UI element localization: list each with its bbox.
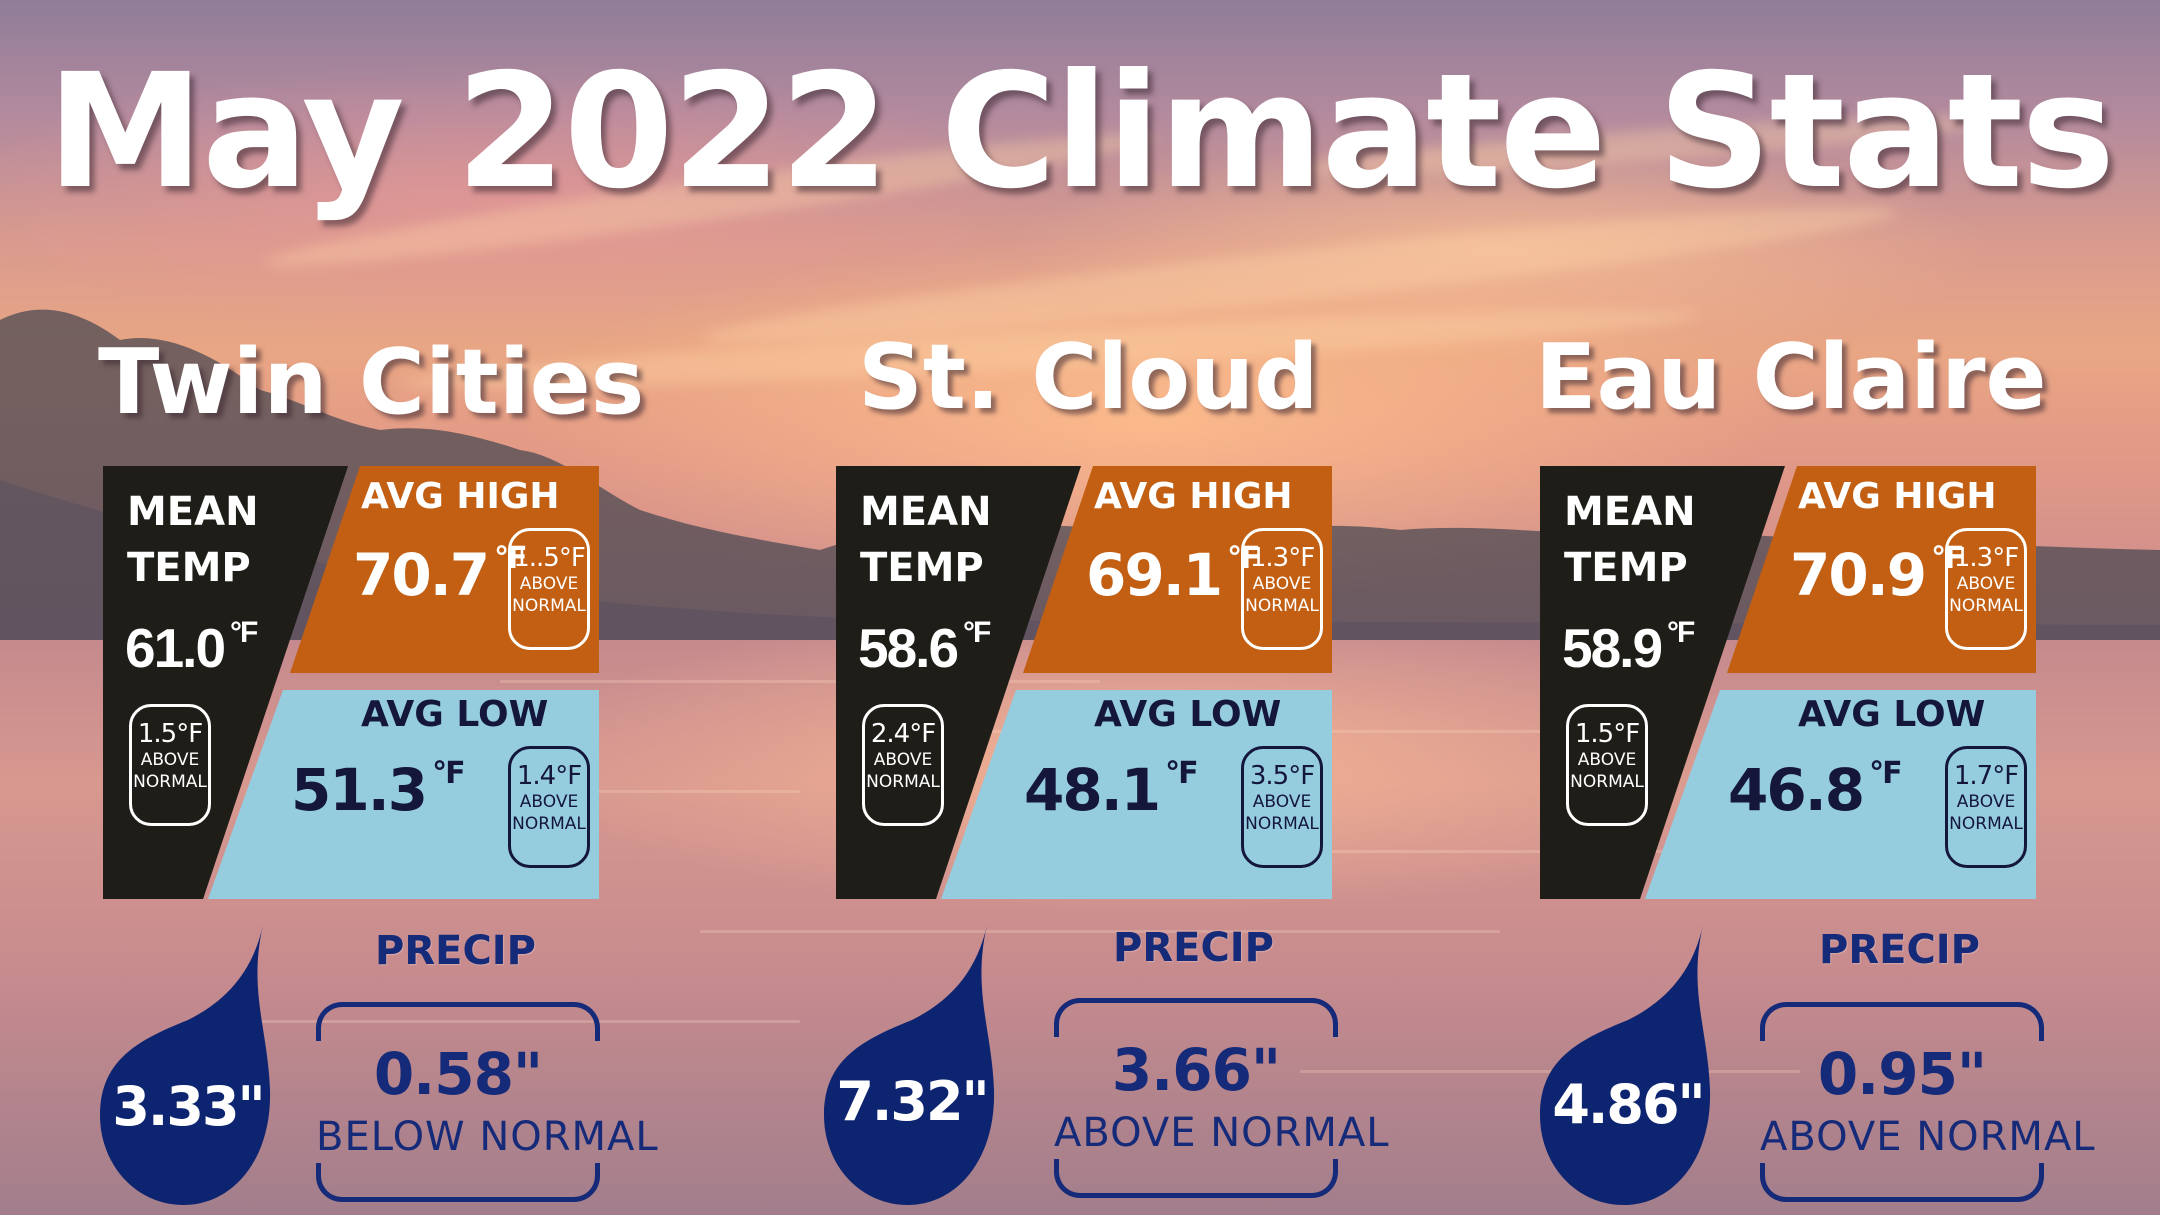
raindrop-icon [1540,925,1711,1205]
avg-high-label: AVG HIGH [1798,476,1997,517]
avg-low-anomaly: 1.4°F ABOVE NORMAL [508,746,590,868]
precip-anomaly-value: 0.58" [373,1040,543,1108]
mean-temp-value: 61.0 °F [125,616,258,679]
raindrop-icon [100,925,271,1205]
avg-low-block [1645,690,2036,899]
avg-high-anomaly: 1..5°F ABOVE NORMAL [508,528,590,650]
avg-high-label: AVG HIGH [1094,476,1293,517]
avg-high-block [1023,466,1332,673]
precip-anomaly-text: ABOVE NORMAL [1760,1114,2096,1160]
precip-anomaly-value: 0.95" [1817,1040,1987,1108]
avg-high-label: AVG HIGH [361,476,560,517]
bracket-bottom [1760,1163,2044,1202]
precip-label: PRECIP [1113,925,1274,971]
avg-low-label: AVG LOW [1094,694,1282,735]
panel-shapes [836,466,1332,899]
panel-shapes [103,466,599,899]
bracket-top [1054,998,1338,1037]
station-name-st-cloud: St. Cloud [858,325,1319,430]
avg-high-anomaly: 1.3°F ABOVE NORMAL [1945,528,2027,650]
mean-temp-anomaly: 2.4°F ABOVE NORMAL [862,704,944,826]
mean-temp-label: MEAN TEMP [1564,489,1696,591]
avg-high-value: 70.9 °F [1790,541,1965,609]
precip-label: PRECIP [1819,927,1980,973]
precip-anomaly-box: 3.66" ABOVE NORMAL [1054,998,1389,1198]
bracket-top [1760,1002,2044,1041]
station-name-eau-claire: Eau Claire [1535,325,2047,430]
bracket-bottom [316,1163,600,1202]
avg-low-label: AVG LOW [1798,694,1986,735]
mean-temp-block [1540,466,1785,899]
precip-total-value: 7.32" [836,1070,989,1133]
temperature-panel-eau-claire: MEAN TEMP 58.9 °F 1.5°F ABOVE NORMAL AVG HIG… [1540,466,2036,899]
mean-temp-value: 58.6 °F [858,616,991,679]
precip-anomaly-value: 3.66" [1111,1036,1281,1104]
precip-anomaly-box: 0.58" BELOW NORMAL [316,1002,658,1202]
page-title: May 2022 Climate Stats [46,40,2115,224]
avg-low-anomaly: 3.5°F ABOVE NORMAL [1241,746,1323,868]
bracket-top [316,1002,600,1041]
precip-total-value: 4.86" [1552,1073,1705,1136]
mean-temp-anomaly: 1.5°F ABOVE NORMAL [1566,704,1648,826]
avg-low-value: 48.1 °F [1024,756,1199,824]
bracket-bottom [1054,1159,1338,1198]
station-name-twin-cities: Twin Cities [98,330,645,435]
precip-total-value: 3.33" [112,1075,265,1138]
avg-high-anomaly: 1.3°F ABOVE NORMAL [1241,528,1323,650]
avg-high-block [1727,466,2036,673]
avg-low-anomaly: 1.7°F ABOVE NORMAL [1945,746,2027,868]
panel-shapes [1540,466,2036,899]
precip-anomaly-box: 0.95" ABOVE NORMAL [1760,1002,2095,1202]
avg-low-block [941,690,1332,899]
avg-low-value: 51.3 °F [291,756,466,824]
mean-temp-value: 58.9 °F [1562,616,1695,679]
avg-high-block [290,466,599,673]
precip-anomaly-text: BELOW NORMAL [316,1114,659,1160]
mean-temp-label: MEAN TEMP [127,489,259,591]
avg-high-value: 70.7 °F [353,541,528,609]
avg-low-block [208,690,599,899]
avg-low-label: AVG LOW [361,694,549,735]
raindrop-icon [824,925,995,1205]
mean-temp-label: MEAN TEMP [860,489,992,591]
avg-high-value: 69.1 °F [1086,541,1261,609]
mean-temp-block [836,466,1081,899]
avg-low-value: 46.8 °F [1728,756,1903,824]
temperature-panel-twin-cities: MEAN TEMP 61.0 °F 1.5°F ABOVE NORMAL AVG HIG… [103,466,599,899]
mean-temp-anomaly: 1.5°F ABOVE NORMAL [129,704,211,826]
precip-anomaly-text: ABOVE NORMAL [1054,1110,1390,1156]
temperature-panel-st-cloud: MEAN TEMP 58.6 °F 2.4°F ABOVE NORMAL AVG HIG… [836,466,1332,899]
precip-label: PRECIP [375,928,536,974]
